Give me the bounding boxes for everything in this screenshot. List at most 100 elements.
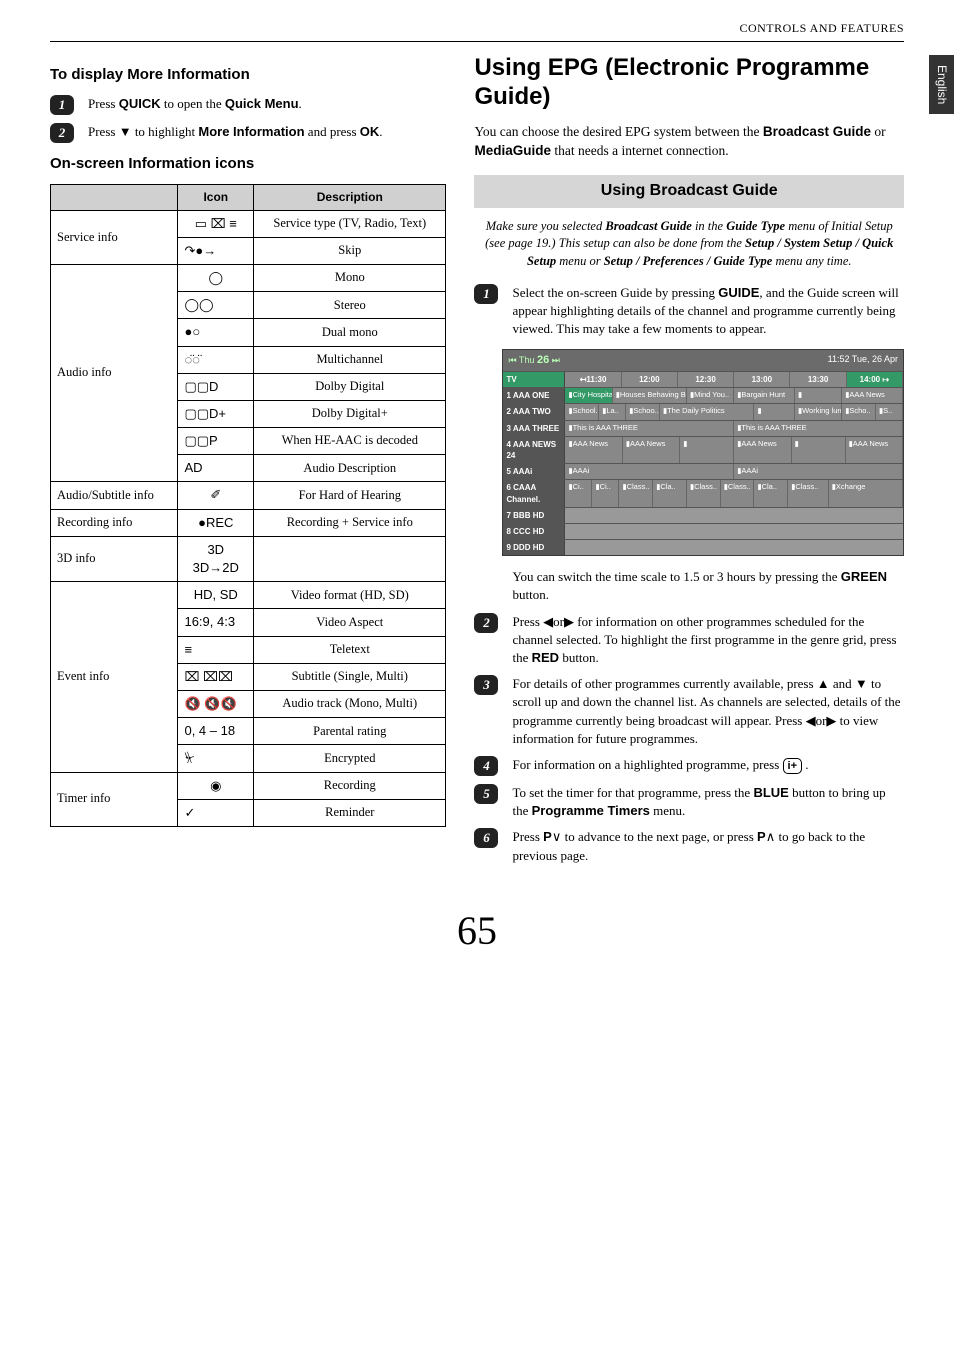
table-row: Audio info◯Mono xyxy=(51,264,446,291)
description-cell: Recording + Service info xyxy=(254,509,446,536)
table-row: Event infoHD, SDVideo format (HD, SD) xyxy=(51,582,446,609)
description-cell: Recording xyxy=(254,772,446,799)
category-cell: Audio/Subtitle info xyxy=(51,482,178,509)
icon-cell: ●○ xyxy=(178,319,254,346)
epg-channel-row: 2 AAA TWO▮School..▮La..▮Schoo..▮The Dail… xyxy=(503,403,903,419)
epg-programme: ▮AAA News xyxy=(565,437,622,463)
epg-channel-row: 4 AAA NEWS 24▮AAA News▮AAA News▮▮AAA New… xyxy=(503,436,903,463)
description-cell: When HE-AAC is decoded xyxy=(254,428,446,455)
epg-channel-row: 8 CCC HD xyxy=(503,523,903,539)
epg-programme: ▮AAAi xyxy=(565,464,734,479)
epg-time-header: 14:00 ↦ xyxy=(847,372,903,387)
step-text: Press ▼ to highlight More Information an… xyxy=(88,123,446,141)
epg-programme: ▮Ci.. xyxy=(592,480,619,506)
guide-type-note: Make sure you selected Broadcast Guide i… xyxy=(474,218,904,271)
epg-channel-name: 5 AAAi xyxy=(503,464,565,479)
epg-screenshot: ⏮ Thu 26 ⏭ 11:52 Tue, 26 Apr TV ↤11:3012… xyxy=(502,349,904,557)
epg-channel-row: 5 AAAi▮AAAi▮AAAi xyxy=(503,463,903,479)
step-text: Press ◀or▶ for information on other prog… xyxy=(512,613,904,668)
epg-programme: ▮Mind You.. xyxy=(687,388,734,403)
step-row: 3 For details of other programmes current… xyxy=(474,675,904,748)
epg-programme: ▮Working lun.. xyxy=(795,404,842,419)
epg-time-header: 13:00 xyxy=(734,372,790,387)
icon-cell: ✓ xyxy=(178,799,254,826)
epg-programme: ▮Class.. xyxy=(721,480,755,506)
epg-channel-name: 7 BBB HD xyxy=(503,508,565,523)
step-row: 1Select the on-screen Guide by pressing … xyxy=(474,284,904,339)
epg-programme: ▮AAA News xyxy=(842,388,903,403)
category-cell: Audio info xyxy=(51,264,178,482)
category-cell: Service info xyxy=(51,210,178,264)
epg-programme: ▮Scho.. xyxy=(842,404,876,419)
epg-programme: ▮Class.. xyxy=(687,480,721,506)
category-cell: 3D info xyxy=(51,536,178,581)
description-cell: Video Aspect xyxy=(254,609,446,636)
step-row: You can switch the time scale to 1.5 or … xyxy=(474,568,904,604)
step-number-badge: 1 xyxy=(474,284,498,304)
step-row: 6Press P∨ to advance to the next page, o… xyxy=(474,828,904,864)
epg-programme: ▮School.. xyxy=(565,404,599,419)
epg-programme: ▮S.. xyxy=(876,404,903,419)
icon-cell: ▢▢D+ xyxy=(178,400,254,427)
epg-channel-row: 1 AAA ONE▮City Hospital▮Houses Behaving … xyxy=(503,387,903,403)
table-row: Recording info●RECRecording + Service in… xyxy=(51,509,446,536)
epg-programme: ▮This is AAA THREE xyxy=(734,421,903,436)
header-section-title: CONTROLS AND FEATURES xyxy=(50,20,904,42)
epg-channel-name: 1 AAA ONE xyxy=(503,388,565,403)
description-cell: Subtitle (Single, Multi) xyxy=(254,663,446,690)
step-text: For information on a highlighted program… xyxy=(512,756,904,774)
epg-channel-name: 3 AAA THREE xyxy=(503,421,565,436)
description-cell: Stereo xyxy=(254,292,446,319)
description-cell: Mono xyxy=(254,264,446,291)
description-cell: Dual mono xyxy=(254,319,446,346)
category-cell: Event info xyxy=(51,582,178,772)
epg-channel-name: 8 CCC HD xyxy=(503,524,565,539)
icon-cell: HD, SD xyxy=(178,582,254,609)
category-cell: Timer info xyxy=(51,772,178,826)
icon-cell: ◯ xyxy=(178,264,254,291)
step-text: For details of other programmes currentl… xyxy=(512,675,904,748)
epg-channel-row: 7 BBB HD xyxy=(503,507,903,523)
step-number-badge: 2 xyxy=(50,123,74,143)
description-cell: Teletext xyxy=(254,636,446,663)
icon-cell: ⌧ ⌧⌧ xyxy=(178,663,254,690)
table-header: Icon xyxy=(178,184,254,210)
epg-programme: ▮ xyxy=(792,437,846,463)
description-cell: Audio Description xyxy=(254,455,446,482)
epg-programme: ▮AAA News xyxy=(846,437,903,463)
step-number-badge: 1 xyxy=(50,95,74,115)
table-header xyxy=(51,184,178,210)
step-number-badge: 3 xyxy=(474,675,498,695)
description-cell: Encrypted xyxy=(254,745,446,772)
step-text: Press QUICK to open the Quick Menu. xyxy=(88,95,446,113)
epg-programme: ▮City Hospital xyxy=(565,388,612,403)
epg-programme: ▮Ci.. xyxy=(565,480,592,506)
description-cell: Reminder xyxy=(254,799,446,826)
epg-channel-row: 6 CAAA Channel.▮Ci..▮Ci..▮Class..▮Cla..▮… xyxy=(503,479,903,506)
epg-programme: ▮This is AAA THREE xyxy=(565,421,734,436)
epg-channel-name: 2 AAA TWO xyxy=(503,404,565,419)
step-row: 5To set the timer for that programme, pr… xyxy=(474,784,904,820)
icon-cell: ●REC xyxy=(178,509,254,536)
description-cell: Skip xyxy=(254,237,446,264)
epg-programme: ▮Cla.. xyxy=(653,480,687,506)
step-row: 2Press ◀or▶ for information on other pro… xyxy=(474,613,904,668)
epg-programme: ▮AAA News xyxy=(734,437,791,463)
category-cell: Recording info xyxy=(51,509,178,536)
epg-time-header: 12:30 xyxy=(678,372,734,387)
broadcast-guide-banner: Using Broadcast Guide xyxy=(474,175,904,207)
step-text: Press P∨ to advance to the next page, or… xyxy=(512,828,904,864)
epg-programme: ▮AAA News xyxy=(623,437,680,463)
description-cell: Video format (HD, SD) xyxy=(254,582,446,609)
table-row: 3D info3D3D→2D xyxy=(51,536,446,581)
icon-cell: ◌̈◌̈ xyxy=(178,346,254,373)
epg-clock: 11:52 Tue, 26 Apr xyxy=(828,353,898,368)
epg-intro: You can choose the desired EPG system be… xyxy=(474,123,904,161)
icon-cell: ✐ xyxy=(178,482,254,509)
description-cell: For Hard of Hearing xyxy=(254,482,446,509)
epg-time-header: 12:00 xyxy=(622,372,678,387)
icon-cell: 16:9, 4:3 xyxy=(178,609,254,636)
icon-cell: ↷●→ xyxy=(178,237,254,264)
epg-channel-name: 6 CAAA Channel. xyxy=(503,480,565,506)
step-number-badge: 5 xyxy=(474,784,498,804)
